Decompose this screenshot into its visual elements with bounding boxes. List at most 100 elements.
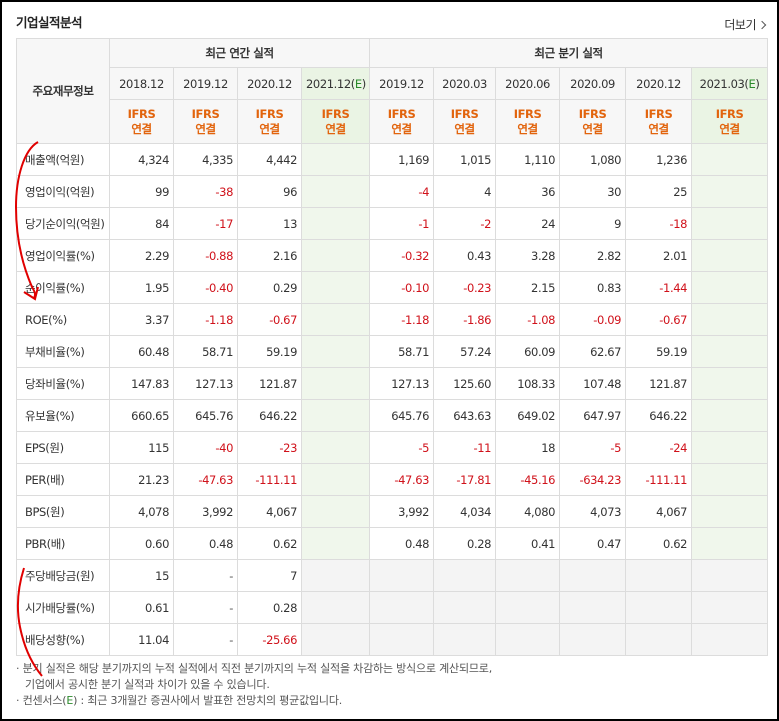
ifrs-label: IFRS <box>191 106 220 121</box>
table-cell <box>691 463 769 496</box>
table-cell: 36 <box>495 175 561 208</box>
period-label: 2021.03 <box>699 76 745 91</box>
table-cell: 0.60 <box>109 527 174 560</box>
table-row: EPS(원) 115 -40 -23 -5 -11 18 -5 -24 <box>16 431 769 464</box>
ifrs-label: IFRS <box>644 106 673 121</box>
period-header: 2021.03(E) <box>691 67 769 100</box>
table-cell <box>300 399 371 432</box>
table-cell <box>369 623 435 656</box>
table-cell <box>691 175 769 208</box>
period-label: 2020.06 <box>505 76 550 91</box>
row-label: BPS(원) <box>16 495 110 528</box>
footnote-2-pre: 컨센서스( <box>22 694 67 707</box>
table-cell: -0.23 <box>433 271 497 304</box>
table-cell: 2.82 <box>559 239 627 272</box>
table-cell: 107.48 <box>559 367 627 400</box>
consolidated-label: 연결 <box>648 121 669 136</box>
footnote-1-text: 분기 실적은 해당 분기까지의 누적 실적에서 직전 분기까지의 누적 실적을 … <box>22 662 493 675</box>
row-label: 매출액(억원) <box>16 143 110 176</box>
table-cell <box>300 335 371 368</box>
table-cell: 25 <box>625 175 693 208</box>
table-cell <box>369 559 435 592</box>
table-cell: 0.83 <box>559 271 627 304</box>
table-cell: 4,067 <box>237 495 302 528</box>
table-cell: 125.60 <box>433 367 497 400</box>
financial-table: 주요재무정보 최근 연간 실적 최근 분기 실적 2018.12 2019.12 2… <box>16 38 769 656</box>
estimate-mark: E <box>66 694 74 707</box>
ifrs-label: IFRS <box>127 106 156 121</box>
table-cell: -634.23 <box>559 463 627 496</box>
table-cell: 59.19 <box>625 335 693 368</box>
table-cell <box>300 431 371 464</box>
group-quarter-header: 최근 분기 실적 <box>369 38 769 68</box>
table-cell: 4,442 <box>237 143 302 176</box>
table-cell: -11 <box>433 431 497 464</box>
table-cell: 2.15 <box>495 271 561 304</box>
table-cell: 3,992 <box>369 495 435 528</box>
ifrs-tag: IFRS 연결 <box>109 99 174 144</box>
footnotes: · 분기 실적은 해당 분기까지의 누적 실적에서 직전 분기까지의 누적 실적… <box>16 661 492 709</box>
group-annual-header: 최근 연간 실적 <box>108 38 371 68</box>
table-cell: 645.76 <box>369 399 435 432</box>
period-header: 2020.06 <box>495 67 561 100</box>
table-cell <box>625 559 693 592</box>
table-cell <box>691 303 769 336</box>
period-header: 2020.03 <box>433 67 497 100</box>
table-cell <box>691 271 769 304</box>
consolidated-label: 연결 <box>325 121 346 136</box>
table-row: 영업이익률(%) 2.29 -0.88 2.16 -0.32 0.43 3.28 2.82 2.… <box>16 239 769 272</box>
row-label: 순이익률(%) <box>16 271 110 304</box>
table-cell: - <box>173 623 238 656</box>
table-cell: 58.71 <box>369 335 435 368</box>
table-cell: -18 <box>625 207 693 240</box>
table-cell: 4,324 <box>109 143 174 176</box>
row-label: 시가배당률(%) <box>16 591 110 624</box>
table-cell: -4 <box>369 175 435 208</box>
table-cell: 7 <box>237 559 302 592</box>
consolidated-label: 연결 <box>719 121 740 136</box>
row-label: PBR(배) <box>16 527 110 560</box>
table-cell: 0.48 <box>369 527 435 560</box>
table-cell: 62.67 <box>559 335 627 368</box>
table-cell <box>691 559 769 592</box>
table-cell: 84 <box>109 207 174 240</box>
consolidated-label: 연결 <box>195 121 216 136</box>
period-header: 2018.12 <box>109 67 174 100</box>
row-label: 영업이익(억원) <box>16 175 110 208</box>
table-cell: -0.40 <box>173 271 238 304</box>
row-label: 주당배당금(원) <box>16 559 110 592</box>
consolidated-label: 연결 <box>131 121 152 136</box>
table-cell <box>300 303 371 336</box>
table-cell: -0.32 <box>369 239 435 272</box>
table-cell: 3.37 <box>109 303 174 336</box>
ifrs-tag: IFRS 연결 <box>300 99 371 144</box>
estimate-mark: E <box>354 76 362 91</box>
row-label: 부채비율(%) <box>16 335 110 368</box>
table-cell: -45.16 <box>495 463 561 496</box>
table-cell: -0.67 <box>237 303 302 336</box>
table-cell <box>691 591 769 624</box>
table-cell: 99 <box>109 175 174 208</box>
table-cell: -0.10 <box>369 271 435 304</box>
table-cell <box>691 239 769 272</box>
consolidated-label: 연결 <box>259 121 280 136</box>
table-cell: 0.62 <box>237 527 302 560</box>
table-cell: 1,015 <box>433 143 497 176</box>
table-cell <box>300 559 371 592</box>
table-cell: -24 <box>625 431 693 464</box>
table-cell: 18 <box>495 431 561 464</box>
table-cell: -1.18 <box>173 303 238 336</box>
ifrs-tag: IFRS 연결 <box>173 99 238 144</box>
table-cell: 1,080 <box>559 143 627 176</box>
period-label: 2019.12 <box>183 76 228 91</box>
consolidated-label: 연결 <box>391 121 412 136</box>
table-cell: 0.47 <box>559 527 627 560</box>
estimate-mark: E <box>748 76 756 91</box>
more-link[interactable]: 더보기 <box>724 16 765 33</box>
table-cell: 2.16 <box>237 239 302 272</box>
period-header: 2019.12 <box>173 67 238 100</box>
table-cell <box>300 143 371 176</box>
table-cell: -38 <box>173 175 238 208</box>
table-row: ROE(%) 3.37 -1.18 -0.67 -1.18 -1.86 -1.08 -0.09… <box>16 303 769 336</box>
ifrs-label: IFRS <box>513 106 542 121</box>
